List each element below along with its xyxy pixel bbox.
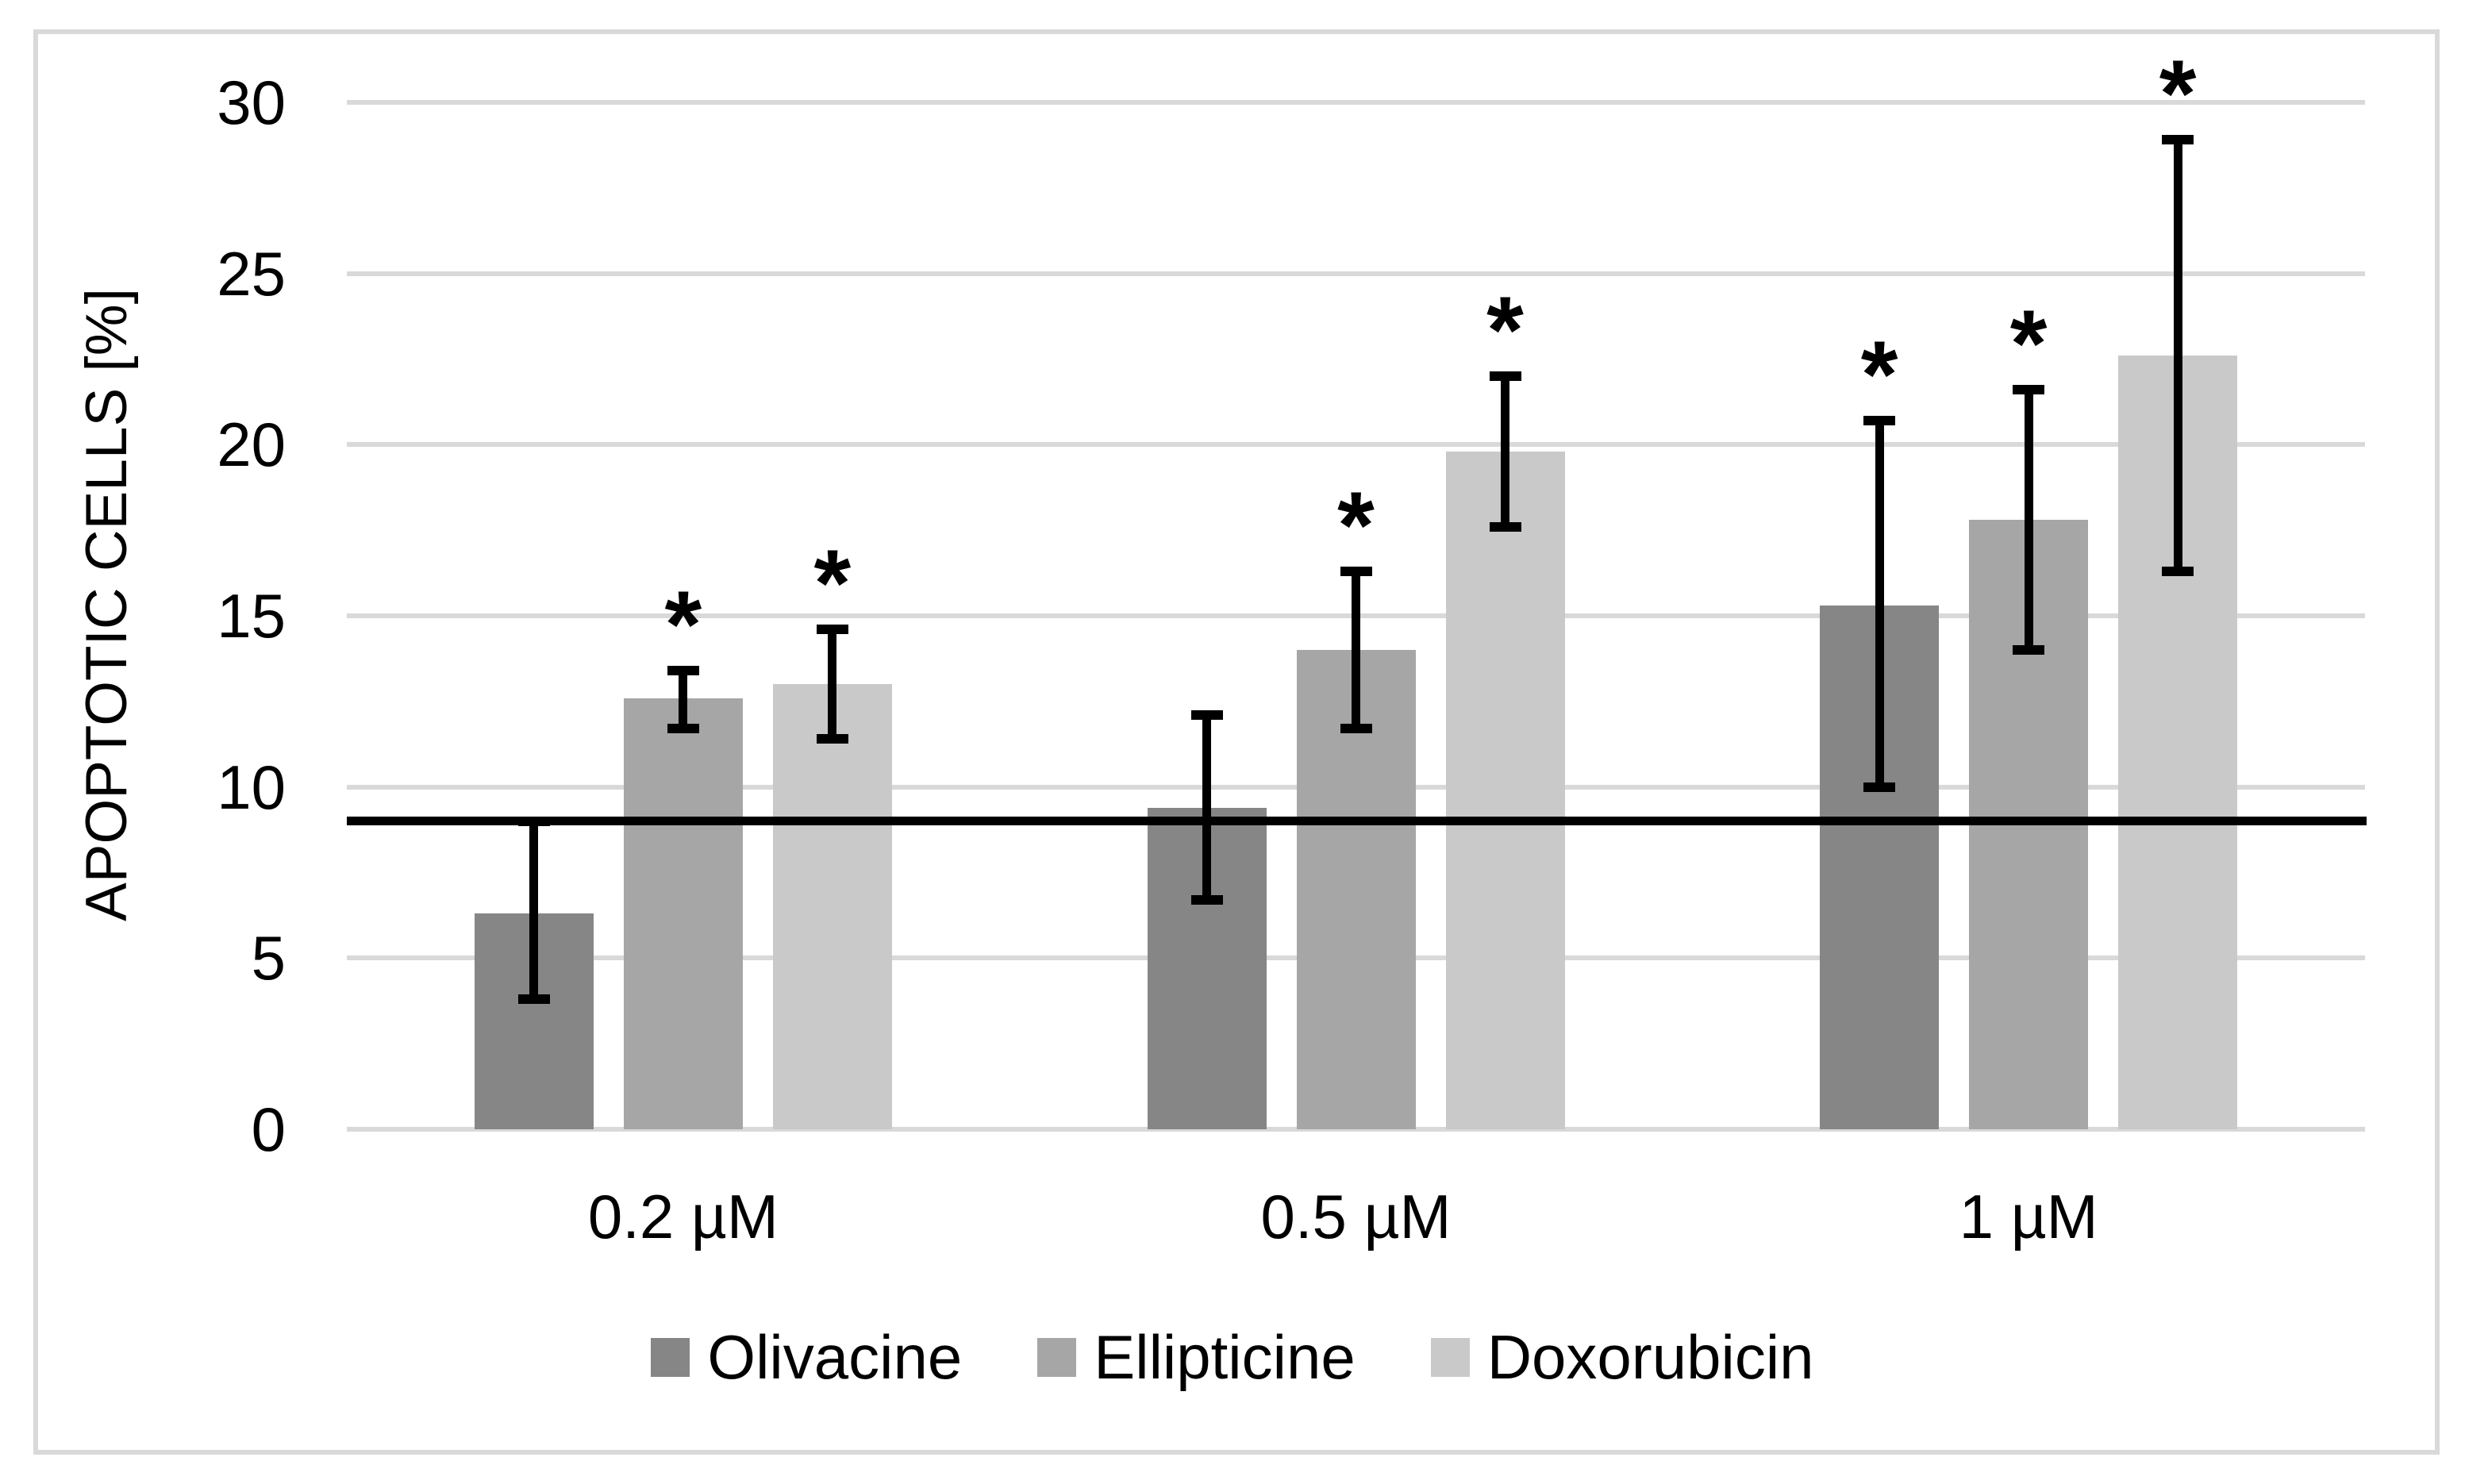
error-bar-cap-bottom: [1863, 782, 1896, 792]
error-bar-cap-bottom: [667, 724, 699, 734]
legend-label: Olivacine: [707, 1322, 963, 1392]
error-bar-cap-top: [1190, 710, 1223, 721]
significance-asterisk: *: [2159, 40, 2197, 148]
error-bar-cap-bottom: [2162, 566, 2194, 576]
legend-swatch-icon: [651, 1337, 690, 1377]
legend-label: Ellipticine: [1094, 1322, 1356, 1392]
gridline: [347, 442, 2365, 448]
significance-asterisk: *: [1337, 471, 1375, 579]
y-tick-label: 25: [217, 238, 286, 309]
y-tick-label: 20: [217, 409, 286, 480]
error-bar-cap-bottom: [1190, 895, 1223, 905]
error-bar-cap-bottom: [517, 994, 550, 1005]
legend-item-doxorubicin: Doxorubicin: [1430, 1322, 1814, 1392]
error-bar-cap-bottom: [816, 734, 848, 744]
error-bar-line: [2024, 390, 2033, 651]
significance-asterisk: *: [813, 530, 852, 637]
y-tick-label: 0: [251, 1094, 286, 1164]
error-bar-cap-top: [1863, 416, 1896, 426]
error-bar-cap-bottom: [2013, 645, 2045, 655]
significance-asterisk: *: [664, 571, 702, 679]
legend: Olivacine Ellipticine Doxorubicin: [0, 1319, 2465, 1395]
legend-item-ellipticine: Ellipticine: [1037, 1322, 1356, 1392]
error-bar-line: [529, 821, 539, 1000]
error-bar-cap-bottom: [1489, 521, 1521, 532]
significance-asterisk: *: [1486, 277, 1524, 384]
error-bar-cap-top: [667, 666, 699, 676]
legend-swatch-icon: [1430, 1337, 1470, 1377]
figure-border: [33, 29, 2440, 1455]
legend-swatch-icon: [1037, 1337, 1077, 1377]
gridline: [347, 100, 2365, 105]
y-axis-title: APOPTOTIC CELLS [%]: [75, 288, 139, 921]
gridline: [347, 271, 2365, 276]
significance-asterisk: *: [1860, 321, 1898, 429]
error-bar-line: [1501, 376, 1509, 527]
y-tick-label: 10: [217, 752, 286, 822]
error-bar-cap-top: [1340, 566, 1372, 576]
error-bar-cap-bottom: [1340, 724, 1372, 734]
legend-label: Doxorubicin: [1486, 1322, 1814, 1392]
error-bar-line: [2173, 140, 2182, 571]
error-bar-cap-top: [2013, 385, 2045, 395]
bar-ellipticine-0: [623, 698, 743, 1129]
y-tick-label: 5: [251, 923, 286, 994]
error-bar-line: [828, 629, 837, 740]
error-bar-cap-top: [517, 816, 550, 826]
error-bar-line: [1202, 715, 1211, 900]
x-category-label: 0.5 µM: [1260, 1182, 1452, 1251]
y-tick-label: 15: [217, 581, 286, 651]
y-tick-label: 30: [217, 67, 286, 137]
error-bar-line: [1352, 571, 1360, 729]
bar-doxorubicin-0: [772, 684, 892, 1129]
significance-asterisk: *: [2009, 290, 2048, 398]
error-bar-line: [1875, 421, 1884, 787]
error-bar-cap-top: [1489, 371, 1521, 382]
x-category-label: 1 µM: [1959, 1182, 2098, 1251]
error-bar-cap-top: [816, 625, 848, 635]
bar-doxorubicin-1: [1445, 451, 1565, 1129]
x-category-label: 0.2 µM: [587, 1182, 779, 1251]
error-bar-line: [679, 671, 688, 729]
gridline: [347, 1127, 2365, 1132]
reference-line: [347, 817, 2367, 826]
error-bar-cap-top: [2162, 135, 2194, 145]
legend-item-olivacine: Olivacine: [651, 1326, 962, 1388]
